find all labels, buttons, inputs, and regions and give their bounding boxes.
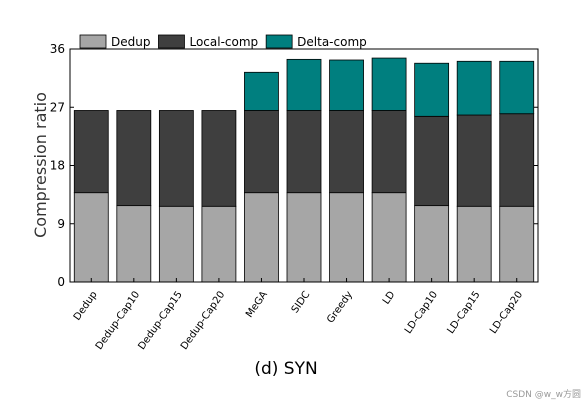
bar-segment-dedup [244,192,279,283]
watermark: CSDN @w_w方圆 [506,390,581,400]
bar-segment-dedup [73,192,109,283]
bar-segment-local-comp [116,110,152,207]
bar-segment-delta-comp [329,59,364,111]
bar-segment-local-comp [73,110,109,194]
y-tick-label: 0 [57,275,65,289]
bar-segment-dedup [116,205,152,283]
bar-segment-local-comp [244,110,279,194]
y-axis-label: Compression ratio [31,92,50,238]
legend-label: Local-comp [189,35,258,49]
bar-segment-dedup [414,205,450,283]
x-tick-label: LD-Cap15 [445,289,482,335]
bar-segment-local-comp [414,115,450,207]
x-tick-label: LD [381,289,398,306]
y-axis: 0 9 18 27 36 [50,42,538,289]
bar-segment-dedup [499,205,535,283]
bar-segment-dedup [286,192,322,283]
bar-segment-local-comp [499,113,535,207]
x-axis-label: (d) SYN [254,359,317,379]
bar-segment-dedup [201,205,237,283]
bar-segment-delta-comp [499,60,535,115]
legend-swatch [158,34,185,49]
bar-segment-local-comp [371,110,407,194]
y-tick-label: 36 [50,42,65,56]
legend-swatch [265,34,293,49]
x-tick-label: LD-Cap10 [403,289,440,335]
legend-label: Dedup [111,35,150,49]
bar-segment-local-comp [329,110,364,194]
x-tick-label: Greedy [325,289,355,325]
bar-segment-delta-comp [286,58,322,111]
bar-segment-local-comp [456,114,492,207]
bar-segment-delta-comp [371,57,407,111]
legend: Dedup Local-comp Delta-comp [79,34,367,49]
bars [73,57,535,283]
bar-segment-local-comp [286,110,322,194]
y-tick-label: 18 [50,159,65,173]
x-tick-label: Dedup-Cap15 [136,289,184,352]
bar-segment-dedup [329,192,364,283]
bar-segment-delta-comp [456,60,492,116]
legend-label: Delta-comp [297,35,367,49]
bar-segment-delta-comp [414,62,450,117]
bar-segment-dedup [456,205,492,283]
bar-segment-dedup [371,192,407,283]
bar-segment-dedup [158,205,194,283]
y-tick-label: 27 [50,100,65,114]
bar-segment-local-comp [201,110,237,207]
x-tick-label: SIDC [290,289,313,315]
y-tick-label: 9 [57,217,65,231]
legend-swatch [79,34,107,49]
bar-segment-local-comp [158,110,194,207]
x-tick-label: LD-Cap20 [488,289,525,335]
x-tick-label: MeGA [244,289,270,319]
x-tick-label: Dedup-Cap10 [94,289,142,352]
bar-segment-delta-comp [244,71,279,111]
x-tick-label: Dedup [72,289,100,322]
x-tick-label: Dedup-Cap20 [179,289,227,352]
